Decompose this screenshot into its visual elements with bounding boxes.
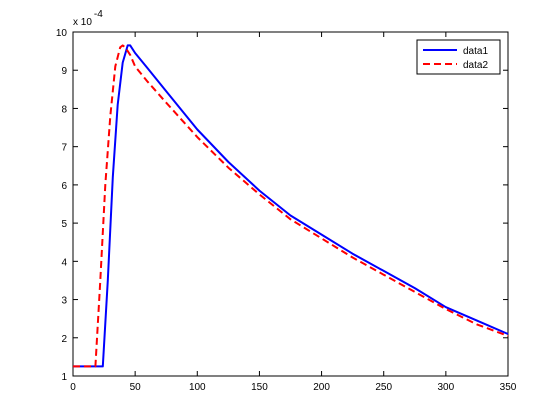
legend-label-data2: data2 (463, 60, 488, 71)
x-tick-label: 150 (251, 382, 268, 393)
y-exponent-power: -4 (94, 9, 103, 20)
x-tick-label: 200 (313, 382, 330, 393)
x-tick-label: 0 (70, 382, 76, 393)
y-tick-label: 7 (61, 143, 67, 154)
y-tick-label: 10 (56, 28, 68, 39)
series-layer (73, 44, 509, 368)
legend-box (416, 39, 501, 75)
y-axis: 1 2 3 4 5 6 7 8 9 10 (56, 28, 508, 383)
y-tick-label: 4 (61, 257, 67, 268)
plot-area (72, 31, 509, 377)
y-tick-label: 3 (61, 296, 67, 307)
series-line-data2 (73, 44, 509, 368)
x-tick-label: 50 (130, 382, 142, 393)
y-tick-label: 9 (61, 66, 67, 77)
y-exponent-base: x 10 (73, 17, 92, 28)
legend: data1 data2 (416, 39, 501, 75)
x-tick-label: 250 (375, 382, 392, 393)
y-tick-label: 1 (61, 372, 67, 383)
y-tick-label: 2 (61, 334, 67, 345)
y-tick-label: 8 (61, 104, 67, 115)
x-axis: 0 50 100 150 200 250 300 350 (70, 32, 517, 393)
y-tick-label: 6 (61, 181, 67, 192)
y-exponent-label: x 10-4 (73, 9, 103, 28)
x-tick-label: 300 (438, 382, 455, 393)
y-tick-label: 5 (61, 219, 67, 230)
legend-label-data1: data1 (463, 46, 488, 57)
x-tick-label: 350 (500, 382, 517, 393)
series-line-data1 (73, 44, 509, 368)
x-tick-label: 100 (189, 382, 206, 393)
